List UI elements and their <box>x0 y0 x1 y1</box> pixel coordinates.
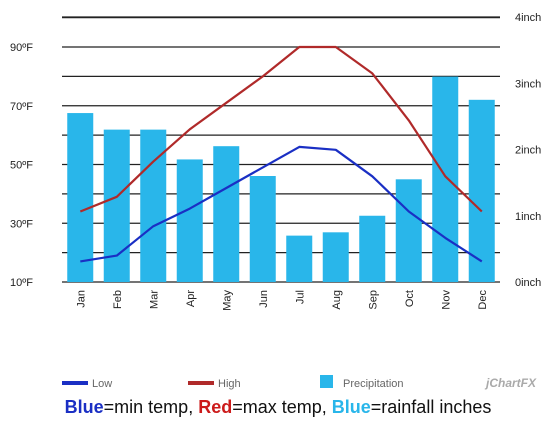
bar-oct <box>395 179 422 282</box>
caption-blue-rain-key: Blue <box>331 397 371 417</box>
x-tick-label: Oct <box>404 290 416 307</box>
caption-min-text: =min temp, <box>103 397 199 417</box>
right-tick-label: 4inch <box>515 12 541 24</box>
caption-rain-text: =rainfall inches <box>370 397 492 417</box>
right-tick-label: 1inch <box>515 211 541 223</box>
legend-label-low: Low <box>92 378 112 390</box>
bar-sep <box>359 215 386 282</box>
bar-dec <box>468 99 495 282</box>
legend-swatch-high <box>188 381 214 385</box>
bar-jan <box>67 113 94 282</box>
legend-swatch-precipitation <box>320 375 333 388</box>
x-tick-label: Feb <box>112 290 124 309</box>
temperature-lines <box>79 45 483 263</box>
bar-nov <box>432 76 459 282</box>
x-tick-label: Jul <box>294 290 306 304</box>
left-tick-label: 50ºF <box>10 160 33 172</box>
bar-may <box>213 146 240 282</box>
caption-red-key: Red <box>198 397 233 417</box>
left-tick-label: 90ºF <box>10 42 33 54</box>
legend-swatch-low <box>62 381 88 385</box>
right-tick-label: 0inch <box>515 277 541 289</box>
x-tick-label: Aug <box>331 290 343 310</box>
left-tick-label: 10ºF <box>10 277 33 289</box>
x-tick-label: Jan <box>75 290 87 308</box>
left-tick-label: 30ºF <box>10 218 33 230</box>
bar-aug <box>322 232 349 282</box>
legend-label-high: High <box>218 378 241 390</box>
precipitation-bars <box>67 76 495 282</box>
x-tick-label: Nov <box>440 290 452 310</box>
gridlines <box>62 16 500 283</box>
watermark: jChartFX <box>484 376 537 390</box>
left-tick-label: 70ºF <box>10 101 33 113</box>
x-tick-label: Dec <box>477 290 489 310</box>
series-line-low <box>80 145 483 263</box>
left-axis-ticks: 10ºF 30ºF 50ºF 70ºF 90ºF <box>10 42 33 289</box>
bar-jun <box>249 176 276 282</box>
bar-feb <box>103 129 130 282</box>
right-tick-label: 2inch <box>515 145 541 157</box>
legend: Low High Precipitation <box>62 375 404 390</box>
right-axis-ticks: 0inch 1inch 2inch 3inch 4inch <box>515 12 541 289</box>
x-axis-ticks: Jan Feb Mar Apr May Jun Jul Aug Sep Oct Nov Dec <box>75 290 489 311</box>
legend-label-precipitation: Precipitation <box>343 378 404 390</box>
x-tick-label: Mar <box>148 290 160 309</box>
x-tick-label: May <box>221 290 233 311</box>
caption: Blue=min temp, Red=max temp, Blue=rainfa… <box>0 397 556 418</box>
x-tick-label: Jun <box>258 290 270 308</box>
bar-apr <box>176 159 203 282</box>
caption-blue-key: Blue <box>64 397 104 417</box>
x-tick-label: Sep <box>367 290 379 310</box>
series-line-high <box>79 45 483 213</box>
bar-jul <box>286 235 313 282</box>
caption-max-text: =max temp, <box>232 397 332 417</box>
x-tick-label: Apr <box>185 290 197 307</box>
right-tick-label: 3inch <box>515 78 541 90</box>
